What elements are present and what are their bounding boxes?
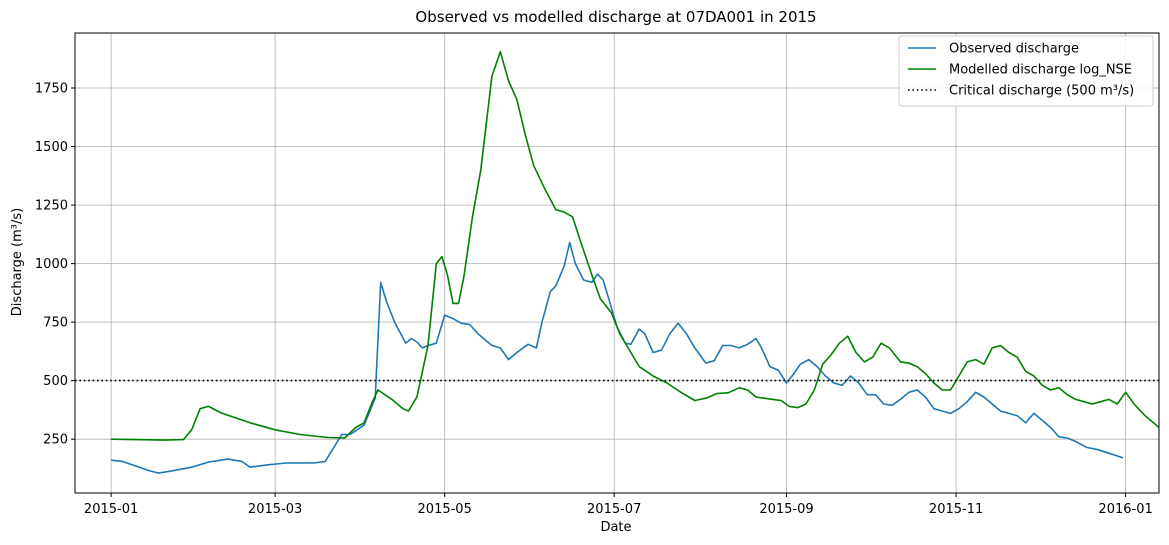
legend-label: Modelled discharge log_NSE [949, 63, 1132, 78]
x-tick-label: 2016-01 [1098, 502, 1152, 517]
x-tick-label: 2015-09 [759, 502, 813, 517]
y-tick-label: 250 [43, 433, 68, 448]
x-axis-label: Date [600, 520, 631, 535]
series-layer [75, 50, 1160, 474]
x-tick-label: 2015-03 [248, 502, 302, 517]
observed-discharge-line [111, 241, 1124, 474]
legend-frame [898, 35, 1154, 107]
y-tick-label: 1250 [35, 199, 68, 214]
y-axis-ticks: 250 500 750 1000 1250 1500 1750 [35, 82, 75, 448]
y-tick-label: 1000 [35, 257, 68, 272]
legend-label: Observed discharge [949, 42, 1079, 57]
y-tick-label: 500 [43, 374, 68, 389]
y-tick-label: 750 [43, 316, 68, 331]
x-tick-label: 2015-11 [929, 502, 983, 517]
y-axis-label: Discharge (m³/s) [10, 208, 25, 316]
legend: Observed discharge Modelled discharge log… [898, 35, 1154, 107]
x-tick-label: 2015-05 [418, 502, 472, 517]
x-tick-label: 2015-01 [84, 502, 138, 517]
plot-frame [74, 32, 1160, 494]
legend-label: Critical discharge (500 m³/s) [949, 84, 1134, 99]
y-tick-label: 1750 [35, 82, 68, 97]
x-axis-ticks: 2015-01 2015-03 2015-05 2015-07 2015-09 2015-… [84, 493, 1153, 517]
y-tick-label: 1500 [35, 140, 68, 155]
modelled-discharge-line [111, 50, 1160, 441]
chart-title: Observed vs modelled discharge at 07DA00… [415, 8, 816, 26]
x-tick-label: 2015-07 [587, 502, 641, 517]
